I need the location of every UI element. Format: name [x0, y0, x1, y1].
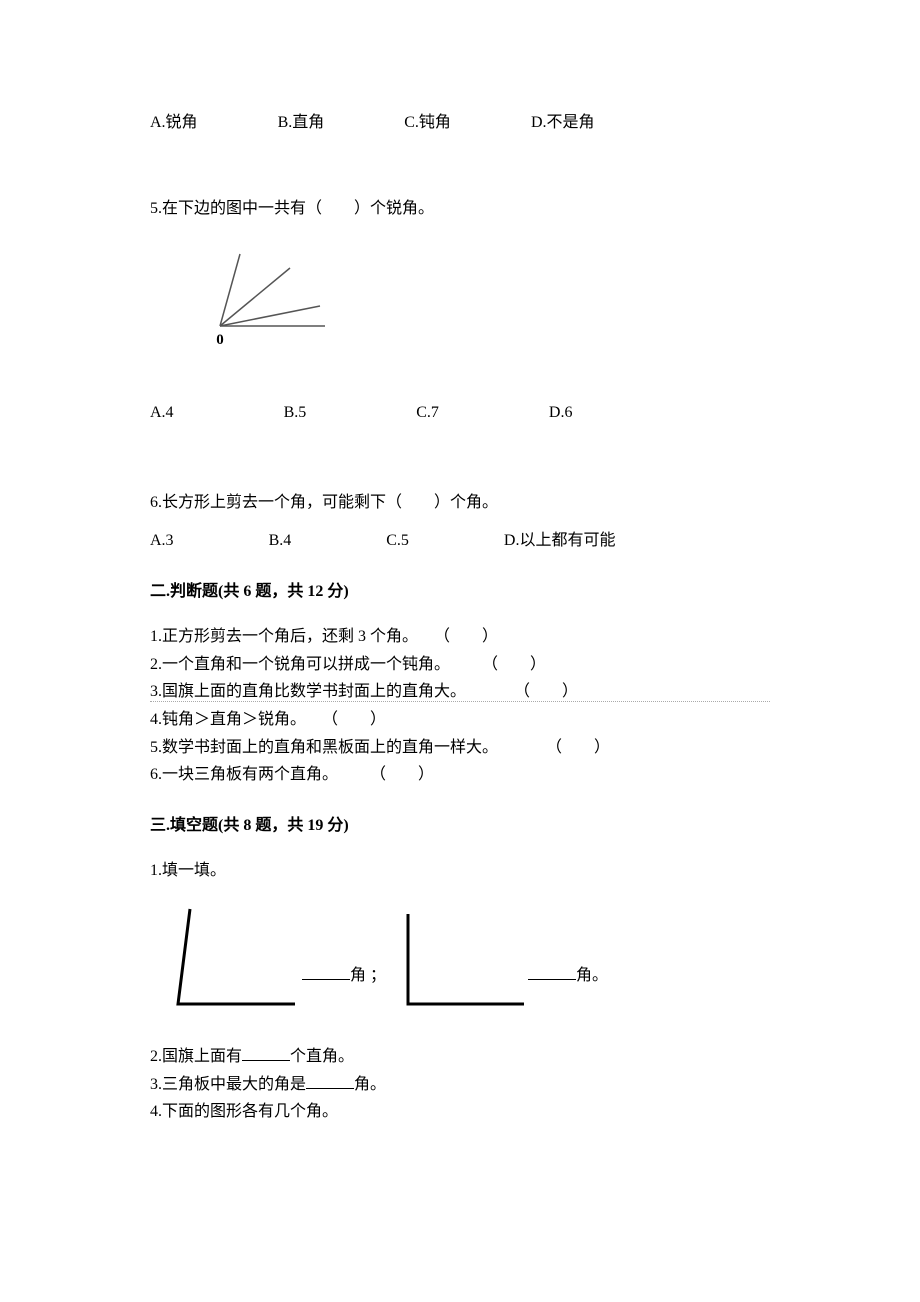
q6-option-a: A.3: [150, 528, 174, 554]
q6-stem: 6.长方形上剪去一个角，可能剩下（ ）个角。: [150, 490, 770, 516]
svg-text:0: 0: [216, 332, 224, 348]
fill-q3-blank: [306, 1073, 354, 1089]
q4-option-d: D.不是角: [531, 110, 595, 136]
obtuse-angle-icon: [160, 904, 300, 1014]
q4-option-b: B.直角: [278, 110, 325, 136]
fill-q2: 2.国旗上面有 个直角。: [150, 1044, 770, 1070]
fill-q2-prefix: 2.国旗上面有: [150, 1048, 242, 1065]
judge-item-3: 3.国旗上面的直角比数学书封面上的直角大。 （ ）: [150, 679, 770, 705]
q6-option-d: D.以上都有可能: [504, 528, 616, 554]
q5-option-b: B.5: [284, 400, 307, 426]
q4-option-c: C.钝角: [404, 110, 451, 136]
q4-option-a: A.锐角: [150, 110, 198, 136]
section2-header: 二.判断题(共 6 题，共 12 分): [150, 579, 770, 605]
q6-options: A.3 B.4 C.5 D.以上都有可能: [150, 528, 770, 554]
angle-rays-icon: 0: [160, 246, 330, 356]
angle1-label: 角 ；: [302, 963, 386, 989]
fill-q2-suffix: 个直角。: [290, 1048, 354, 1065]
q5-option-d: D.6: [549, 400, 573, 426]
fill-q1-stem: 1.填一填。: [150, 858, 770, 884]
right-angle-icon: [396, 904, 526, 1014]
section3-header: 三.填空题(共 8 题，共 19 分): [150, 813, 770, 839]
q5-options: A.4 B.5 C.7 D.6: [150, 400, 770, 426]
judge-items-container: 1.正方形剪去一个角后，还剩 3 个角。 （ ） 2.一个直角和一个锐角可以拼成…: [150, 624, 770, 788]
q5-option-c: C.7: [416, 400, 439, 426]
q5-option-a: A.4: [150, 400, 174, 426]
fill-q2-blank: [242, 1045, 290, 1061]
angle2-blank: [528, 964, 576, 980]
fill-q3: 3.三角板中最大的角是 角。: [150, 1072, 770, 1098]
angle2-suffix: 角。: [576, 967, 608, 984]
fill-q3-suffix: 角。: [354, 1076, 386, 1093]
judge-item-5: 5.数学书封面上的直角和黑板面上的直角一样大。 （ ）: [150, 735, 770, 761]
angle-figure-2-group: 角。: [396, 904, 618, 1014]
q5-stem: 5.在下边的图中一共有（ ）个锐角。: [150, 196, 770, 222]
judge-item-1: 1.正方形剪去一个角后，还剩 3 个角。 （ ）: [150, 624, 770, 650]
angle-figure-1-group: 角 ；: [160, 904, 396, 1014]
fill-blank-area: 1.填一填。 角 ； 角。 2.国旗上面有个直角。 3.三角板中最大的角是角。 …: [150, 858, 770, 1124]
q5-angle-diagram: 0: [160, 246, 770, 365]
q6-option-b: B.4: [269, 528, 292, 554]
judge-item-4: 4.钝角＞直角＞锐角。 （ ）: [150, 707, 770, 733]
angle2-label: 角。: [528, 963, 608, 989]
fill-q3-prefix: 3.三角板中最大的角是: [150, 1076, 306, 1093]
q6-option-c: C.5: [386, 528, 409, 554]
judge-item-2: 2.一个直角和一个锐角可以拼成一个钝角。 （ ）: [150, 652, 770, 678]
angle1-suffix: 角 ；: [350, 967, 386, 984]
q4-options: A.锐角 B.直角 C.钝角 D.不是角: [150, 110, 770, 136]
fill-q4: 4.下面的图形各有几个角。: [150, 1099, 770, 1125]
judge-item-6: 6.一块三角板有两个直角。 （ ）: [150, 762, 770, 788]
angle1-blank: [302, 964, 350, 980]
angle-figures: 角 ； 角。: [160, 904, 770, 1014]
